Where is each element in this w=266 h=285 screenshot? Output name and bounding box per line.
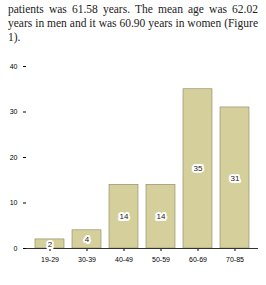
html-text:patients was 61.58 years. The: patients was 61.58 years. The mean age w… [8,3,258,43]
svg-text:14: 14 [157,212,166,221]
svg-text:0: 0 [14,245,18,252]
svg-text:30: 30 [10,108,18,115]
svg-text:40: 40 [10,63,18,70]
svg-text:35: 35 [194,164,203,173]
svg-text:2: 2 [48,240,53,249]
svg-text:30-39: 30-39 [78,256,96,263]
svg-text:14: 14 [120,212,129,221]
svg-text:19-29: 19-29 [41,256,59,263]
svg-text:70-85: 70-85 [226,256,244,263]
svg-text:4: 4 [85,235,90,244]
svg-text:31: 31 [231,174,240,183]
svg-text:10: 10 [10,199,18,206]
svg-text:20: 20 [10,154,18,161]
svg-text:50-59: 50-59 [152,256,170,263]
svg-text:40-49: 40-49 [115,256,133,263]
svg-text:60-69: 60-69 [189,256,207,263]
